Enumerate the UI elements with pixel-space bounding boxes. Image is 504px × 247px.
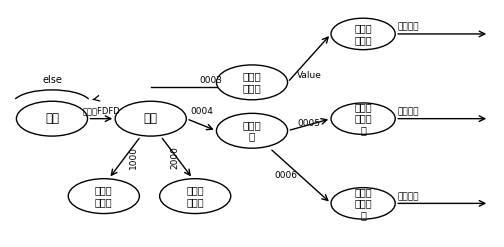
Text: 0005: 0005 xyxy=(298,119,321,128)
Text: 等待: 等待 xyxy=(45,112,59,125)
Text: 模式控
制: 模式控 制 xyxy=(242,120,262,142)
Circle shape xyxy=(160,179,231,214)
Text: 1000: 1000 xyxy=(129,146,138,169)
Circle shape xyxy=(331,18,395,50)
Circle shape xyxy=(216,113,288,148)
Text: 控制开
始成像: 控制开 始成像 xyxy=(95,185,112,207)
Text: 控制信号: 控制信号 xyxy=(398,192,419,201)
Circle shape xyxy=(17,101,88,136)
Text: 积分时
间参数: 积分时 间参数 xyxy=(242,72,262,93)
Text: 0006: 0006 xyxy=(275,171,298,180)
Text: Value: Value xyxy=(297,71,322,80)
Text: 0003: 0003 xyxy=(200,77,223,85)
Text: 控制结
束成像: 控制结 束成像 xyxy=(186,185,204,207)
Text: else: else xyxy=(42,75,62,85)
Text: 时间参数: 时间参数 xyxy=(398,22,419,32)
Circle shape xyxy=(331,188,395,219)
Circle shape xyxy=(115,101,186,136)
Text: 0004: 0004 xyxy=(190,107,213,116)
Text: 积分时
间控制: 积分时 间控制 xyxy=(354,23,372,45)
Text: 双通道
输出控
制: 双通道 输出控 制 xyxy=(354,187,372,220)
Text: 命令: 命令 xyxy=(144,112,158,125)
Circle shape xyxy=(68,179,140,214)
Text: 同步头FDFD: 同步头FDFD xyxy=(83,106,120,115)
Text: 2000: 2000 xyxy=(170,146,179,169)
Text: 单通道
输出控
制: 单通道 输出控 制 xyxy=(354,102,372,135)
Text: 控制信号: 控制信号 xyxy=(398,107,419,116)
Circle shape xyxy=(216,65,288,100)
Circle shape xyxy=(331,103,395,134)
